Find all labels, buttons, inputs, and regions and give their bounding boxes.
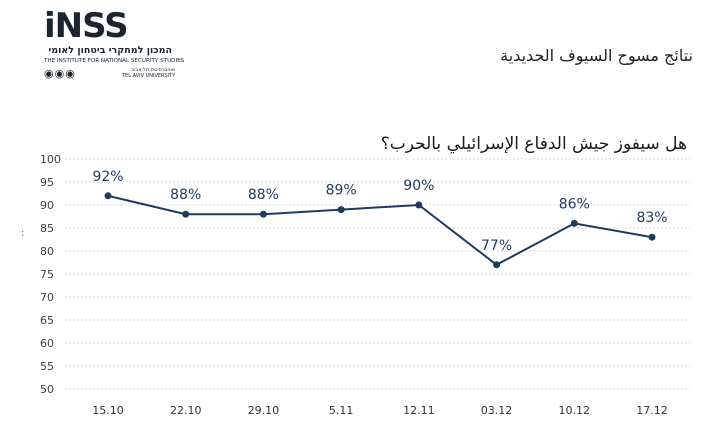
x-tick-label: 29.10 <box>248 404 280 417</box>
x-tick-label: 22.10 <box>170 404 202 417</box>
data-point <box>259 210 267 218</box>
y-tick-label: 100 <box>40 153 61 166</box>
gridlines <box>65 158 690 390</box>
data-label: 86% <box>559 196 590 212</box>
logo-symbols: ◉◉◉ <box>44 67 76 80</box>
y-tick-label: 70 <box>40 291 54 304</box>
y-tick-label: 90 <box>40 199 54 212</box>
series-line <box>107 194 653 266</box>
x-tick-label: 12.11 <box>403 404 435 417</box>
y-tick-label: 55 <box>40 360 54 373</box>
page-title: نتائج مسوح السيوف الحديدية <box>500 46 693 65</box>
logo-university-hebrew: אוניברסיטת תל אביב <box>131 67 176 73</box>
series-line-layer <box>107 194 653 266</box>
data-points <box>104 192 656 269</box>
data-label: 77% <box>481 238 512 254</box>
data-label: 88% <box>248 187 279 203</box>
data-label: 83% <box>636 210 667 226</box>
data-point <box>415 201 423 209</box>
logo-wordmark: iNSS <box>44 6 129 46</box>
logo-hebrew-name: המכון למחקרי ביטחון לאומי <box>48 45 172 56</box>
x-tick-label: 10.12 <box>559 404 591 417</box>
data-label: 90% <box>403 178 434 194</box>
y-tick-label: 60 <box>40 337 54 350</box>
x-axis-ticks: 15.10 22.10 29.10 5.11 12.11 03.12 10.12 17.12 <box>92 404 668 417</box>
data-label: 89% <box>326 183 357 199</box>
data-point <box>493 261 501 269</box>
y-tick-label: 50 <box>40 383 54 396</box>
y-tick-label: 85 <box>40 222 54 235</box>
y-tick-label: 80 <box>40 245 54 258</box>
logo-university-english: TEL AVIV UNIVERSITY <box>122 73 176 79</box>
x-tick-label: 15.10 <box>92 404 124 417</box>
data-labels: 92% 88% 88% 89% 90% 77% 86% 83% <box>92 169 667 254</box>
logo-english-name: THE INSTITUTE FOR NATIONAL SECURITY STUD… <box>44 58 185 64</box>
x-tick-label: 17.12 <box>636 404 668 417</box>
y-tick-label: 75 <box>40 268 54 281</box>
chart-title: هل سيفوز جيش الدفاع الإسرائيلي بالحرب؟ <box>380 134 687 154</box>
data-point <box>337 206 345 214</box>
data-point <box>182 210 190 218</box>
data-label: 92% <box>92 169 123 185</box>
data-label: 88% <box>170 187 201 203</box>
data-point <box>648 233 656 241</box>
y-tick-label: 95 <box>40 176 54 189</box>
x-tick-label: 03.12 <box>481 404 513 417</box>
inss-logo: iNSS המכון למחקרי ביטחון לאומי THE INSTI… <box>44 6 184 80</box>
x-tick-label: 5.11 <box>329 404 354 417</box>
y-axis-ticks: 50 55 60 65 70 75 80 85 90 95 100 <box>40 153 61 396</box>
logo-university: אוניברסיטת תל אביב TEL AVIV UNIVERSITY <box>122 67 175 79</box>
side-mark: : <box>21 228 25 239</box>
data-point <box>104 192 112 200</box>
data-point <box>570 219 578 227</box>
y-tick-label: 65 <box>40 314 54 327</box>
